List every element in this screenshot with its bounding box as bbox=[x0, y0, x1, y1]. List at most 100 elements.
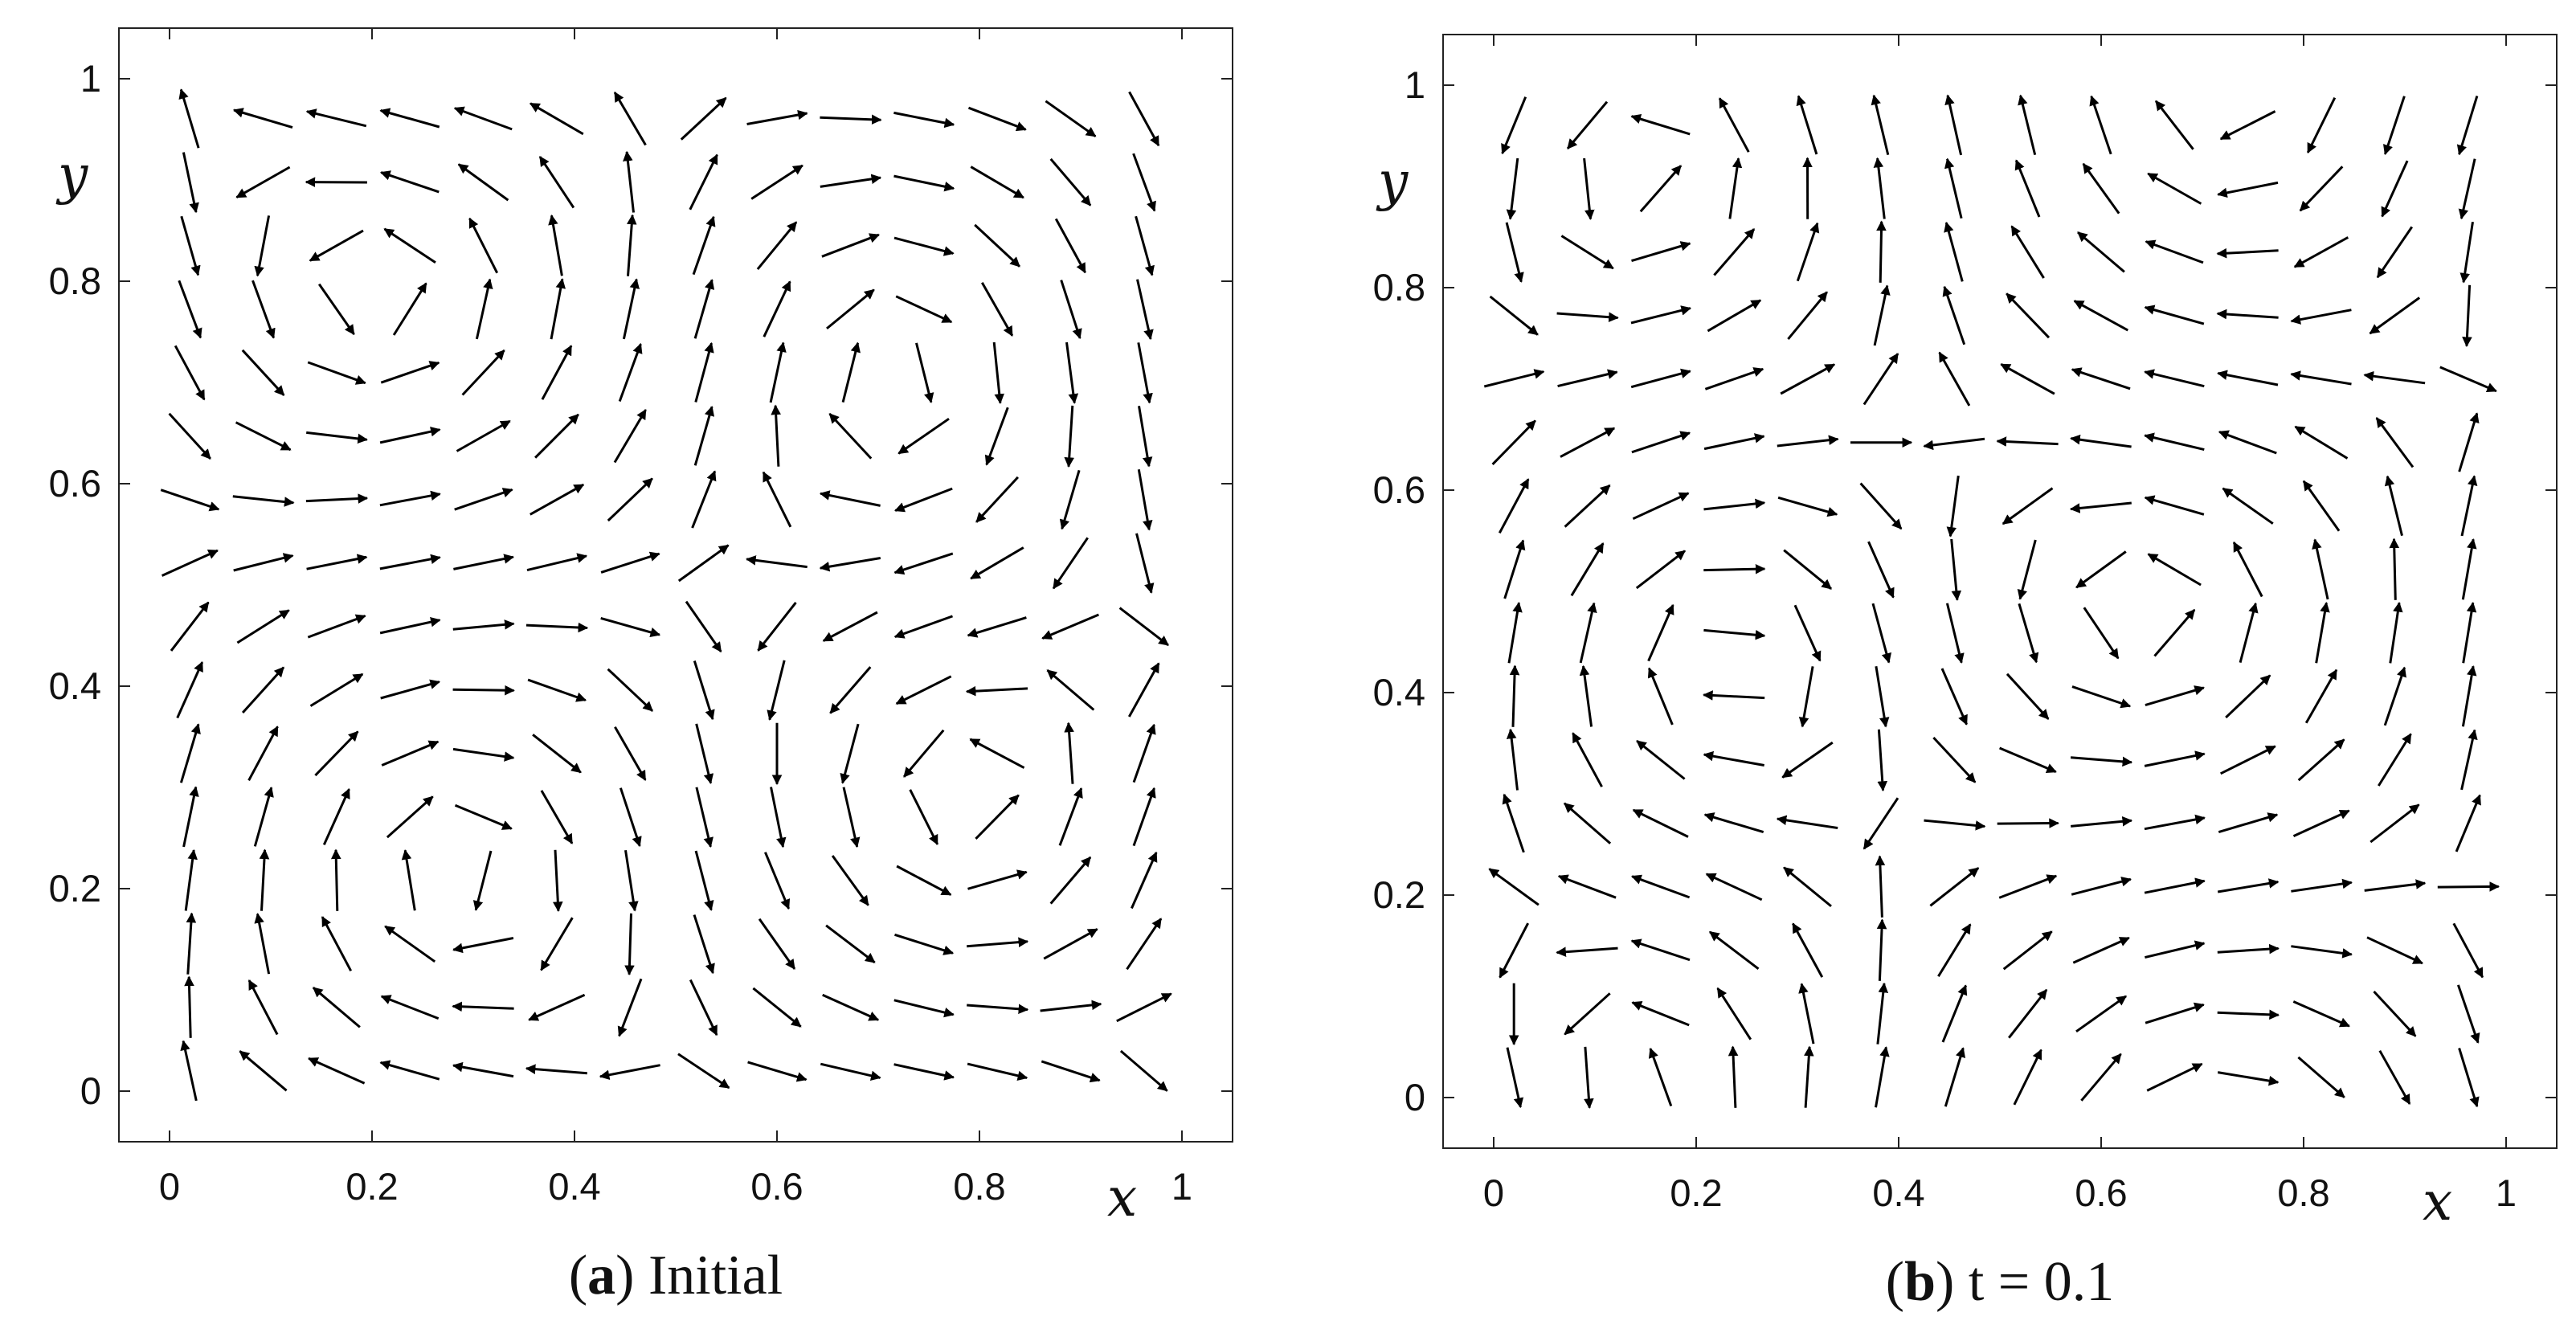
panel-b-vector-arrow bbox=[1509, 664, 1520, 727]
panel-a-vector-arrow bbox=[693, 914, 715, 975]
panel-b-vector-arrow bbox=[1506, 1047, 1524, 1109]
panel-b-vector-arrow bbox=[1483, 369, 1545, 388]
panel-b-vector-arrow bbox=[2070, 756, 2133, 767]
panel-b-vector-arrow bbox=[1716, 987, 1752, 1041]
panel-b-vector-arrow bbox=[1787, 291, 1828, 341]
panel-a-xtick-label: 0.2 bbox=[346, 1165, 398, 1208]
panel-b-vector-arrow bbox=[1932, 736, 1977, 783]
panel-a-xtick-label: 0.8 bbox=[953, 1165, 1005, 1208]
panel-b-vector-arrow bbox=[1796, 222, 1820, 282]
panel-b-vector-arrow bbox=[1793, 604, 1822, 662]
panel-b-vector-arrow bbox=[2458, 412, 2480, 472]
panel-a-vector-arrow bbox=[626, 214, 637, 276]
panel-a-vector-arrow bbox=[379, 1060, 440, 1081]
panel-a-vector-arrow bbox=[236, 609, 290, 644]
panel-b-vector-arrow bbox=[2218, 430, 2277, 455]
panel-b-vector-arrow bbox=[1875, 1046, 1890, 1108]
panel-a-vector-arrow bbox=[829, 666, 872, 714]
panel-b-vector-arrow bbox=[2304, 668, 2338, 724]
panel-a-vector-arrow bbox=[970, 166, 1024, 199]
panel-a-vector-arrow bbox=[893, 111, 955, 129]
panel-a-vector-arrow bbox=[1136, 279, 1154, 341]
panel-b-vector-arrow bbox=[1728, 157, 1743, 219]
panel-a-vector-arrow bbox=[820, 114, 882, 125]
panel-b-vector-arrow bbox=[2069, 501, 2132, 513]
panel-b-vector-arrow bbox=[2291, 878, 2353, 893]
panel-b-vector-arrow bbox=[1503, 539, 1526, 599]
panel-a-xtick-label: 0 bbox=[159, 1165, 180, 1208]
panel-b-vector-arrow bbox=[2458, 1048, 2480, 1108]
panel-b-vector-arrow bbox=[1506, 157, 1519, 220]
panel-b-vector-arrow bbox=[2293, 236, 2349, 268]
panel-b-vector-arrow bbox=[2002, 487, 2054, 525]
panel-a-vector-arrow bbox=[984, 407, 1009, 466]
panel-b-vector-arrow bbox=[2147, 172, 2202, 205]
panel-a-vector-arrow bbox=[1128, 91, 1160, 147]
panel-b-vector-arrow bbox=[2462, 602, 2477, 664]
panel-b-vector-arrow bbox=[1776, 815, 1838, 829]
panel-b-vector-arrow bbox=[2010, 225, 2045, 279]
panel-a-vector-arrow bbox=[893, 174, 955, 192]
panel-b-vector-arrow bbox=[1796, 95, 1818, 155]
panel-b-vector-arrow bbox=[1873, 284, 1891, 346]
panel-b-vector-arrow bbox=[1875, 855, 1886, 918]
panel-a-vector-arrow bbox=[1041, 1060, 1101, 1083]
panel-a-vector-arrow bbox=[452, 747, 515, 762]
panel-a-vector-arrow bbox=[898, 417, 950, 455]
panel-a-vector-arrow bbox=[379, 426, 441, 444]
panel-a-xtick-label: 0.6 bbox=[750, 1165, 803, 1208]
panel-b-vector-arrow bbox=[2389, 601, 2403, 664]
panel-b-vector-arrow bbox=[2006, 292, 2051, 339]
panel-b-vector-arrow bbox=[1867, 541, 1895, 599]
panel-a-vector-arrow bbox=[538, 156, 575, 209]
panel-b-vector-arrow bbox=[2459, 221, 2474, 284]
panel-a-vector-arrow bbox=[176, 660, 204, 719]
panel-a-vector-arrow bbox=[461, 349, 505, 396]
panel-a-vector-arrow bbox=[764, 852, 791, 910]
panel-a-vector-arrow bbox=[1116, 992, 1172, 1023]
panel-a-vector-arrow bbox=[617, 978, 643, 1037]
panel-a-ytick-label: 0.6 bbox=[49, 462, 101, 505]
panel-b-vector-arrow bbox=[1942, 285, 1966, 345]
panel-a-vector-arrow bbox=[896, 865, 952, 896]
panel-a-vector-arrow bbox=[306, 431, 368, 444]
panel-a-vector-arrow bbox=[168, 412, 211, 460]
panel-a-vector-arrow bbox=[599, 1064, 660, 1080]
panel-a-vector-arrow bbox=[380, 995, 440, 1020]
panel-a-vector-arrow bbox=[379, 616, 441, 635]
panel-b-vector-arrow bbox=[2144, 369, 2205, 388]
panel-b-vector-arrow bbox=[2071, 877, 2132, 896]
panel-a-vector-arrow bbox=[528, 993, 586, 1021]
panel-a-vector-arrow bbox=[893, 552, 954, 575]
panel-b-vector-arrow bbox=[1999, 746, 2057, 773]
panel-a-xtick-label: 0.4 bbox=[548, 1165, 600, 1208]
panel-b-vector-arrow bbox=[2364, 879, 2427, 892]
panel-a-vector-arrow bbox=[254, 913, 271, 975]
panel-b-vector-arrow bbox=[1877, 729, 1888, 791]
panel-a-vector-arrow bbox=[893, 236, 955, 256]
panel-a-vector-arrow bbox=[992, 341, 1005, 404]
panel-a-vector-arrow bbox=[330, 848, 341, 911]
panel-b-vector-arrow bbox=[1944, 1047, 1966, 1107]
panel-a-vector-arrow bbox=[820, 174, 882, 188]
panel-b-vector-arrow bbox=[1703, 563, 1766, 574]
panel-a-vector-arrow bbox=[553, 849, 563, 912]
panel-b-vector-arrow bbox=[1777, 435, 1839, 448]
panel-a-vector-arrow bbox=[970, 546, 1024, 580]
panel-b-vector-arrow bbox=[1781, 741, 1834, 779]
panel-a-vector-arrow bbox=[525, 622, 589, 633]
panel-a-vector-arrow bbox=[1059, 469, 1081, 530]
panel-a-vector-arrow bbox=[1131, 851, 1158, 910]
panel-b-vector-arrow bbox=[1876, 918, 1887, 981]
panel-b-ytick-label: 0.2 bbox=[1373, 873, 1425, 916]
panel-a-vector-arrow bbox=[540, 790, 574, 844]
panel-a-vector-arrow bbox=[915, 342, 934, 403]
panel-b-vector-arrow bbox=[2366, 936, 2423, 965]
panel-a-vector-arrow bbox=[895, 295, 953, 324]
panel-a-vector-arrow bbox=[380, 361, 440, 384]
panel-b-vector-arrow bbox=[1499, 922, 1530, 979]
panel-a-vector-arrow bbox=[1049, 157, 1092, 206]
panel-a-vector-arrow bbox=[613, 409, 647, 464]
panel-a-vector-arrow bbox=[967, 937, 1029, 948]
